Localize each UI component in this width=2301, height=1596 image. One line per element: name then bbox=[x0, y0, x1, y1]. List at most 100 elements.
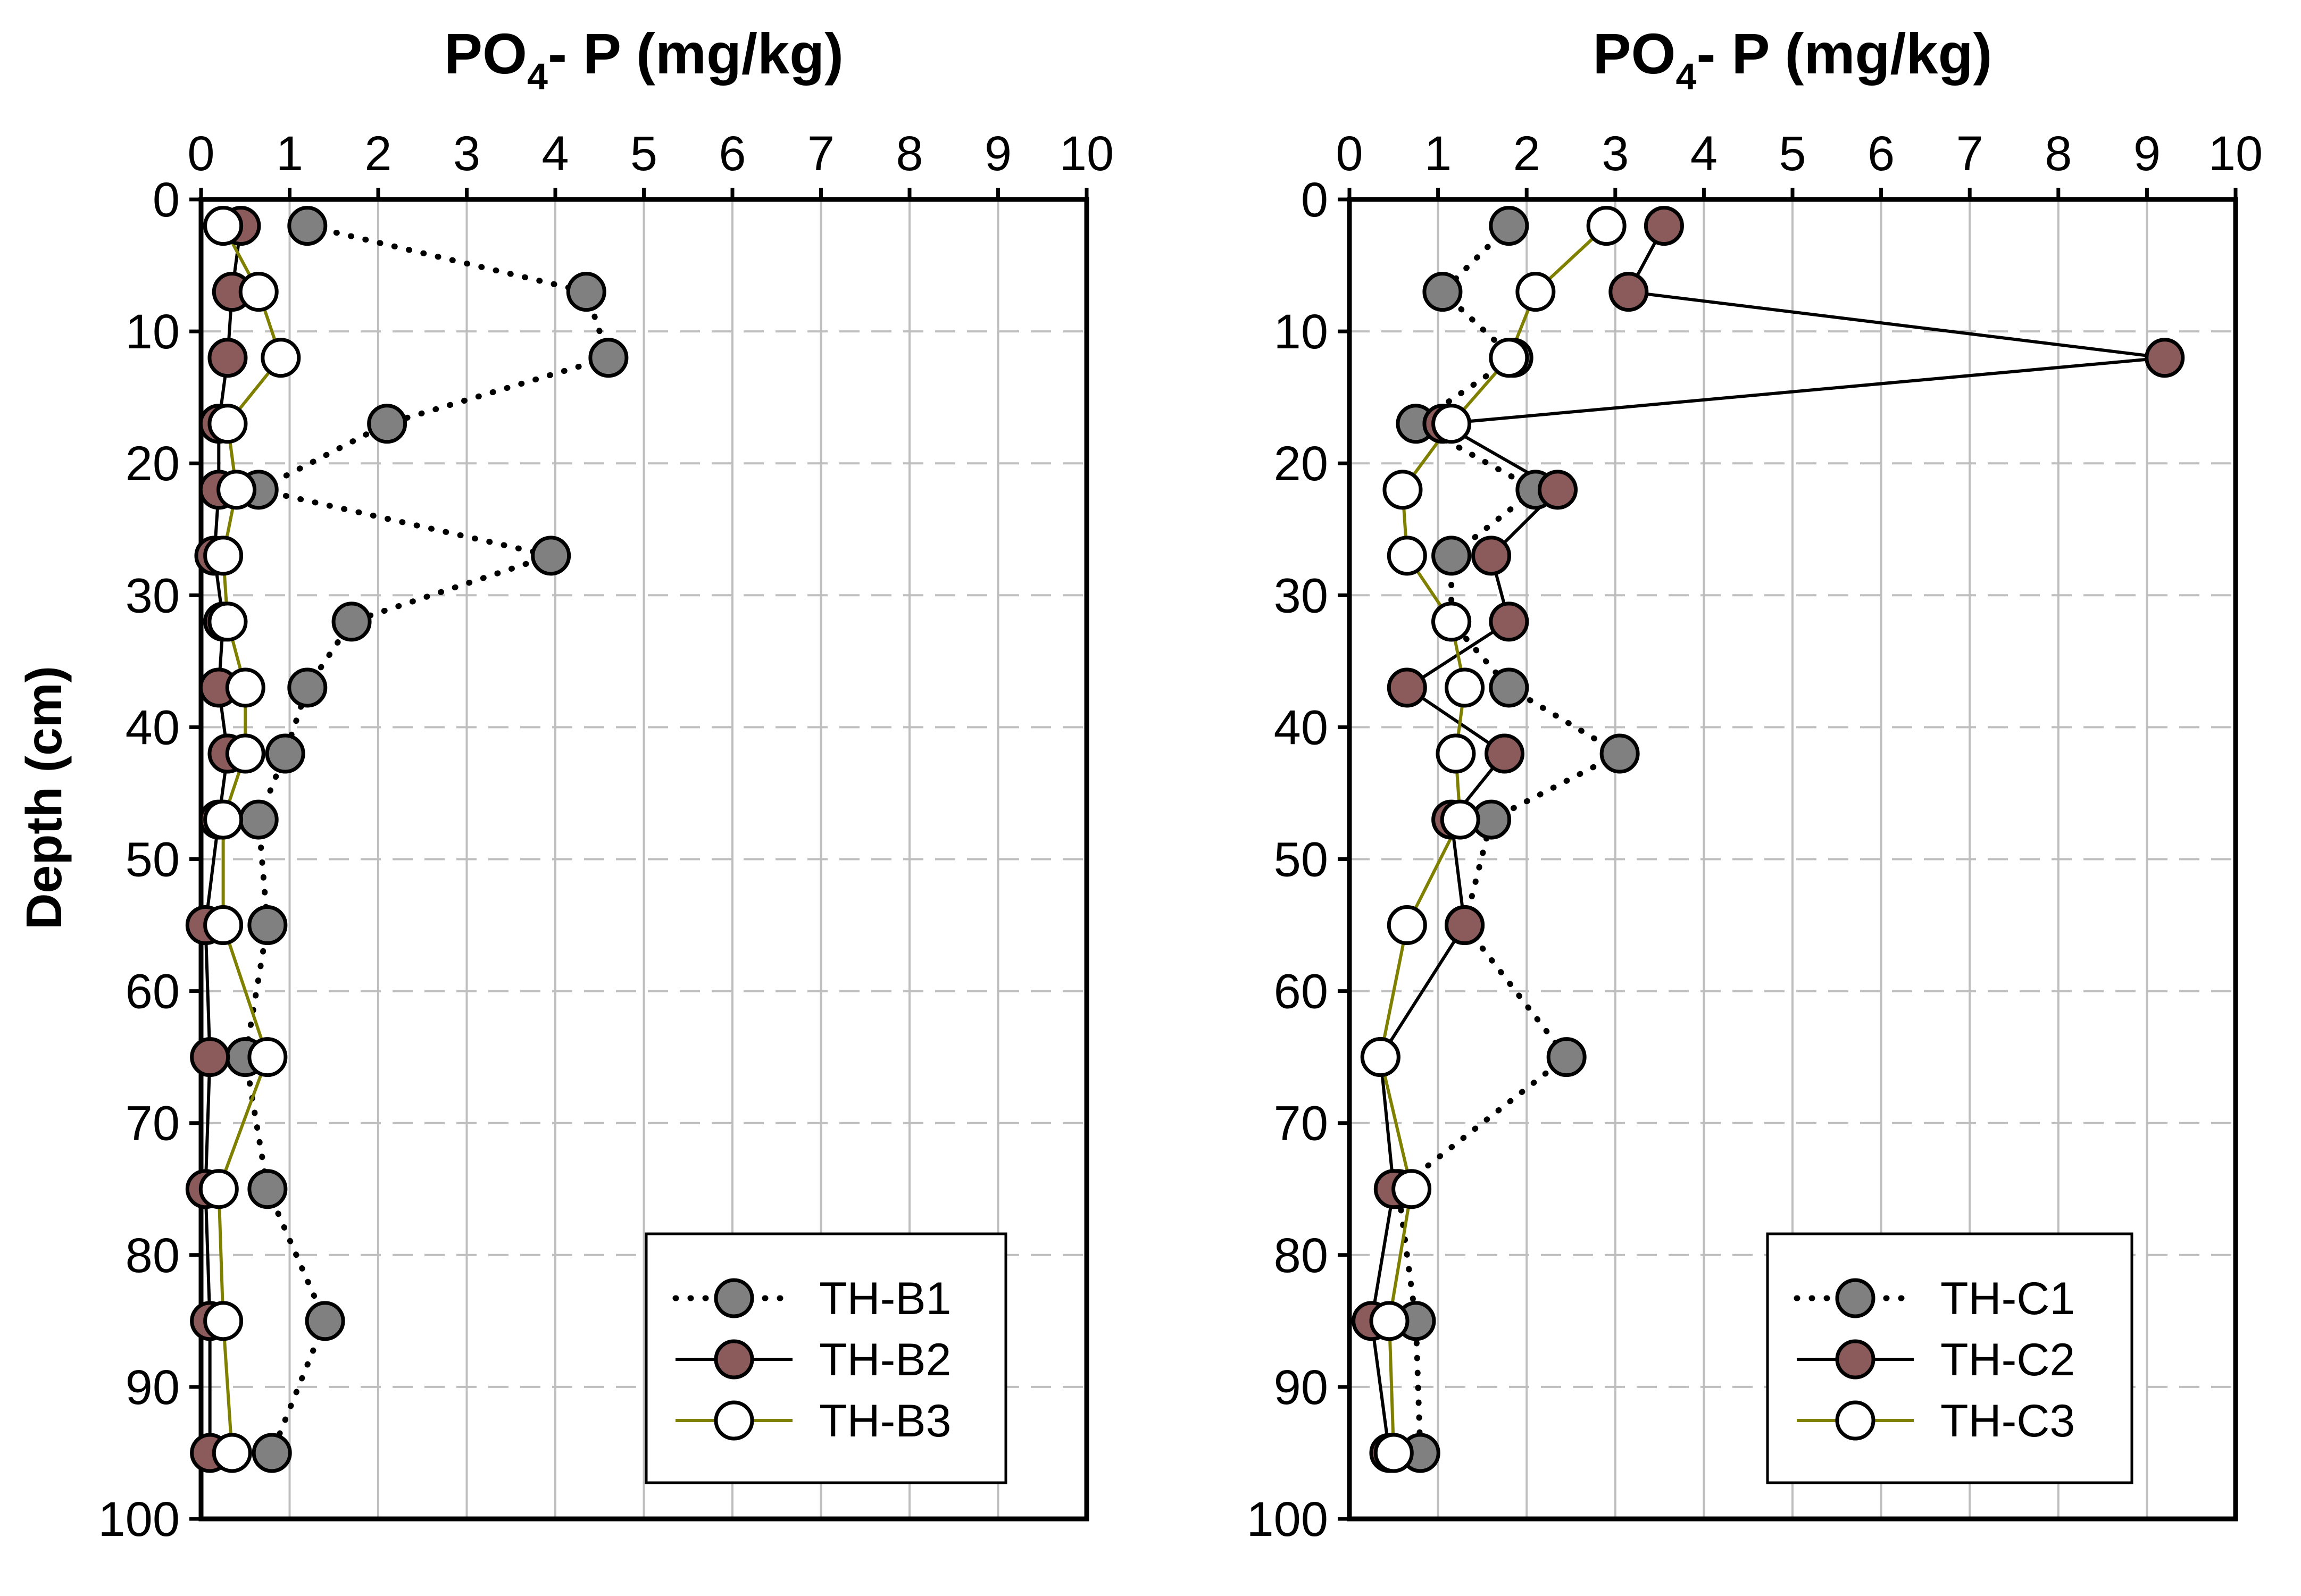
legend-marker-th-b2 bbox=[714, 1339, 754, 1380]
x-tick-label: 6 bbox=[1868, 127, 1895, 181]
data-point-th-b3 bbox=[203, 799, 244, 840]
data-point-th-b1 bbox=[531, 536, 571, 576]
series-line-th-b1 bbox=[242, 223, 612, 1456]
data-point-th-c2 bbox=[1485, 733, 1525, 774]
data-point-th-c3 bbox=[1436, 733, 1476, 774]
x-tick-label: 2 bbox=[364, 127, 391, 181]
x-tick-label: 0 bbox=[187, 127, 214, 181]
data-point-th-b3 bbox=[225, 667, 265, 708]
data-point-th-c3 bbox=[1586, 206, 1627, 246]
legend-marker-th-c1 bbox=[1835, 1278, 1875, 1318]
data-point-th-c3 bbox=[1369, 1301, 1410, 1341]
data-point-th-b1 bbox=[238, 799, 279, 840]
y-tick-label: 10 bbox=[126, 305, 180, 359]
x-tick-label: 4 bbox=[1690, 127, 1718, 181]
x-tick-label: 10 bbox=[1060, 127, 1114, 181]
data-point-th-b1 bbox=[331, 601, 372, 642]
x-tick-label: 7 bbox=[807, 127, 835, 181]
data-point-th-b3 bbox=[238, 272, 279, 312]
x-tick-label: 3 bbox=[1602, 127, 1629, 181]
data-point-th-b1 bbox=[247, 905, 288, 946]
data-point-th-c3 bbox=[1445, 667, 1485, 708]
y-tick-label: 100 bbox=[1247, 1492, 1329, 1547]
y-tick-label: 40 bbox=[126, 700, 180, 755]
y-tick-label: 80 bbox=[126, 1229, 180, 1283]
data-point-th-b3 bbox=[203, 1301, 244, 1341]
legend-marker-th-c3 bbox=[1835, 1400, 1875, 1441]
x-tick-label: 7 bbox=[1956, 127, 1983, 181]
y-tick-label: 30 bbox=[1274, 569, 1328, 623]
legend-label-th-b1: TH-B1 bbox=[819, 1273, 951, 1324]
legend-marker-th-b1 bbox=[714, 1278, 754, 1318]
y-tick-label: 10 bbox=[1274, 305, 1328, 359]
legend-label-th-b2: TH-B2 bbox=[819, 1334, 951, 1385]
data-point-th-b1 bbox=[367, 404, 407, 444]
y-tick-label: 80 bbox=[1274, 1229, 1328, 1283]
legend: TH-B1 TH-B2 TH-B3 bbox=[645, 1232, 1007, 1484]
y-tick-label: 0 bbox=[153, 173, 180, 227]
data-point-th-c1 bbox=[1422, 272, 1463, 312]
x-tick-label: 8 bbox=[896, 127, 923, 181]
data-point-th-c3 bbox=[1431, 601, 1472, 642]
y-tick-label: 60 bbox=[1274, 965, 1328, 1019]
data-point-th-c3 bbox=[1515, 272, 1556, 312]
x-tick-label: 1 bbox=[1424, 127, 1452, 181]
x-tick-label: 5 bbox=[1779, 127, 1806, 181]
data-point-th-c2 bbox=[2145, 338, 2185, 378]
y-tick-label: 20 bbox=[126, 437, 180, 491]
x-tick-label: 9 bbox=[985, 127, 1012, 181]
data-point-th-b1 bbox=[287, 206, 328, 246]
x-tick-label: 0 bbox=[1336, 127, 1363, 181]
title-main: PO bbox=[444, 21, 527, 86]
legend-label-th-b3: TH-B3 bbox=[819, 1396, 951, 1447]
legend-marker-th-c2 bbox=[1835, 1339, 1875, 1380]
y-tick-label: 50 bbox=[126, 833, 180, 887]
data-point-th-b1 bbox=[588, 338, 629, 378]
y-tick-label: 40 bbox=[1274, 700, 1328, 755]
y-tick-label: 90 bbox=[1274, 1360, 1328, 1415]
x-tick-label: 10 bbox=[2208, 127, 2263, 181]
legend-marker-th-b3 bbox=[714, 1400, 754, 1441]
data-point-th-b3 bbox=[212, 1433, 252, 1473]
data-point-th-c3 bbox=[1387, 905, 1427, 946]
data-point-th-b3 bbox=[247, 1037, 288, 1077]
x-tick-label: 4 bbox=[541, 127, 569, 181]
data-point-th-c3 bbox=[1373, 1433, 1414, 1473]
data-point-th-c3 bbox=[1391, 1169, 1432, 1209]
data-point-th-b3 bbox=[207, 404, 248, 444]
y-tick-label: 90 bbox=[126, 1360, 180, 1415]
chart-title: PO4- P (mg/kg) bbox=[1593, 21, 1992, 97]
data-point-th-c2 bbox=[1387, 667, 1427, 708]
title-subscript: 4 bbox=[1676, 56, 1697, 97]
legend: TH-C1 TH-C2 TH-C3 bbox=[1766, 1232, 2133, 1484]
data-point-th-b3 bbox=[203, 536, 244, 576]
legend-label-th-c1: TH-C1 bbox=[1940, 1273, 2075, 1324]
x-tick-label: 9 bbox=[2133, 127, 2161, 181]
data-point-th-b1 bbox=[287, 667, 328, 708]
data-point-th-b2 bbox=[190, 1037, 230, 1077]
x-tick-label: 2 bbox=[1513, 127, 1540, 181]
title-rest: - P (mg/kg) bbox=[1696, 21, 1992, 86]
y-tick-label: 30 bbox=[126, 569, 180, 623]
data-point-th-c1 bbox=[1489, 667, 1529, 708]
data-point-th-b3 bbox=[216, 470, 257, 510]
title-subscript: 4 bbox=[527, 56, 548, 97]
data-point-th-b3 bbox=[225, 733, 265, 774]
data-point-th-c2 bbox=[1489, 601, 1529, 642]
y-axis-label: Depth (cm) bbox=[16, 666, 72, 930]
x-tick-label: 3 bbox=[453, 127, 480, 181]
y-tick-label: 0 bbox=[1301, 173, 1328, 227]
data-point-th-c1 bbox=[1599, 733, 1640, 774]
data-point-th-b1 bbox=[566, 272, 606, 312]
x-tick-label: 8 bbox=[2045, 127, 2072, 181]
data-point-th-c2 bbox=[1538, 470, 1578, 510]
chart-panel-left: PO4- P (mg/kg)0 1 2 3 4 5 6 7 8 9 1001020304050607… bbox=[98, 21, 1114, 1547]
data-point-th-b1 bbox=[265, 733, 305, 774]
chart-title: PO4- P (mg/kg) bbox=[444, 21, 844, 97]
data-point-th-b3 bbox=[207, 601, 248, 642]
data-point-th-c2 bbox=[1471, 536, 1512, 576]
data-point-th-b3 bbox=[261, 338, 301, 378]
x-tick-label: 1 bbox=[276, 127, 303, 181]
y-tick-label: 20 bbox=[1274, 437, 1328, 491]
data-point-th-c3 bbox=[1382, 470, 1423, 510]
